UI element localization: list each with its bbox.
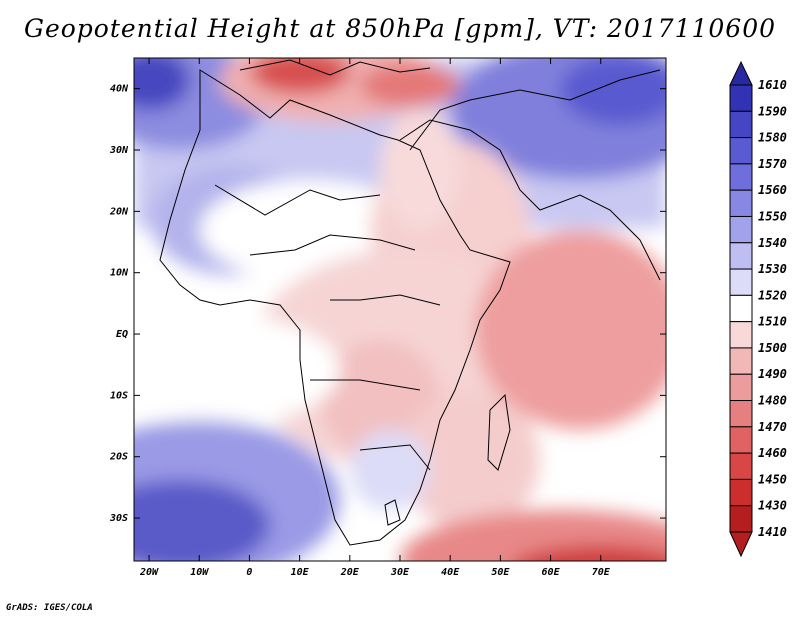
height-field — [134, 58, 666, 561]
colorbar-label: 1540 — [758, 236, 787, 250]
colorbar-swatch — [729, 505, 753, 533]
map-title: Geopotential Height at 850hPa [gpm], VT:… — [23, 14, 777, 43]
colorbar-label: 1450 — [758, 472, 787, 486]
colorbar-label: 1490 — [758, 367, 787, 381]
lat-tick-label: 10S — [110, 390, 128, 401]
lon-tick-label: 30E — [390, 567, 410, 578]
colorbar-label: 1520 — [758, 288, 787, 302]
colorbar-label: 1480 — [758, 394, 787, 408]
colorbar-swatch — [729, 189, 753, 217]
lon-tick-label: 50E — [491, 567, 510, 578]
lon-tick-label: 70E — [592, 567, 611, 578]
colorbar-label: 1530 — [758, 262, 787, 276]
colorbar-swatch — [729, 110, 753, 139]
longitude-axis: 20W 10W 0 10E 20E 30E 40E 50E 60E 70E — [139, 58, 611, 578]
lat-tick-label: 40N — [110, 84, 129, 95]
colorbar-label: 1580 — [758, 131, 787, 145]
lat-tick-label: 10N — [110, 268, 129, 279]
colorbar-swatch — [729, 294, 753, 323]
latitude-axis: 40N 30N 20N 10N EQ 10S 20S 30S — [109, 84, 666, 524]
colorbar-label: 1560 — [758, 183, 787, 197]
colorbar-label: 1570 — [758, 157, 787, 171]
lon-tick-label: 60E — [542, 567, 561, 578]
colorbar-label: 1470 — [758, 420, 787, 434]
lon-tick-label: 40E — [441, 567, 460, 578]
colorbar-label: 1510 — [758, 315, 787, 329]
colorbar-top-arrow — [729, 60, 753, 86]
colorbar-swatch — [729, 242, 753, 270]
colorbar-swatch — [729, 137, 753, 165]
colorbar-swatch — [729, 84, 753, 112]
lon-tick-label: 20W — [139, 567, 159, 578]
colorbar-swatch — [729, 452, 753, 480]
colorbar-label: 1550 — [758, 209, 787, 223]
colorbar-label: 1590 — [758, 104, 787, 118]
colorbar-label: 1610 — [758, 78, 787, 92]
lat-tick-label: 20S — [109, 452, 128, 463]
colorbar-bottom-arrow — [729, 531, 753, 558]
colorbar-label: 1460 — [758, 446, 787, 460]
lon-tick-label: 10W — [190, 567, 209, 578]
colorbar-swatch — [729, 163, 753, 191]
colorbar-swatch — [729, 321, 753, 349]
lon-tick-label: 0 — [246, 567, 252, 578]
colorbar-swatch — [729, 400, 753, 428]
colorbar-label: 1430 — [758, 499, 787, 513]
colorbar-swatch — [729, 268, 753, 296]
lat-tick-label: 20N — [109, 206, 129, 217]
colorbar-swatch — [729, 215, 753, 244]
colorbar-label: 1500 — [758, 341, 787, 355]
colorbar-swatch — [729, 347, 753, 375]
lat-tick-label: 30S — [109, 513, 128, 524]
lon-tick-label: 10E — [291, 567, 310, 578]
lat-tick-label: EQ — [116, 329, 128, 340]
lon-tick-label: 20E — [340, 567, 360, 578]
colorbar-swatch — [729, 426, 753, 454]
lat-tick-label: 30N — [109, 145, 129, 156]
coastlines — [159, 59, 661, 546]
footer-credit: GrADS: IGES/COLA — [6, 603, 93, 613]
colorbar-swatch — [729, 373, 753, 402]
colorbar-swatch — [729, 478, 753, 507]
colorbar-label: 1410 — [758, 525, 787, 539]
colorbar: 1610 1590 1580 1570 1560 1550 1540 1530 1520 1510… — [729, 60, 787, 558]
